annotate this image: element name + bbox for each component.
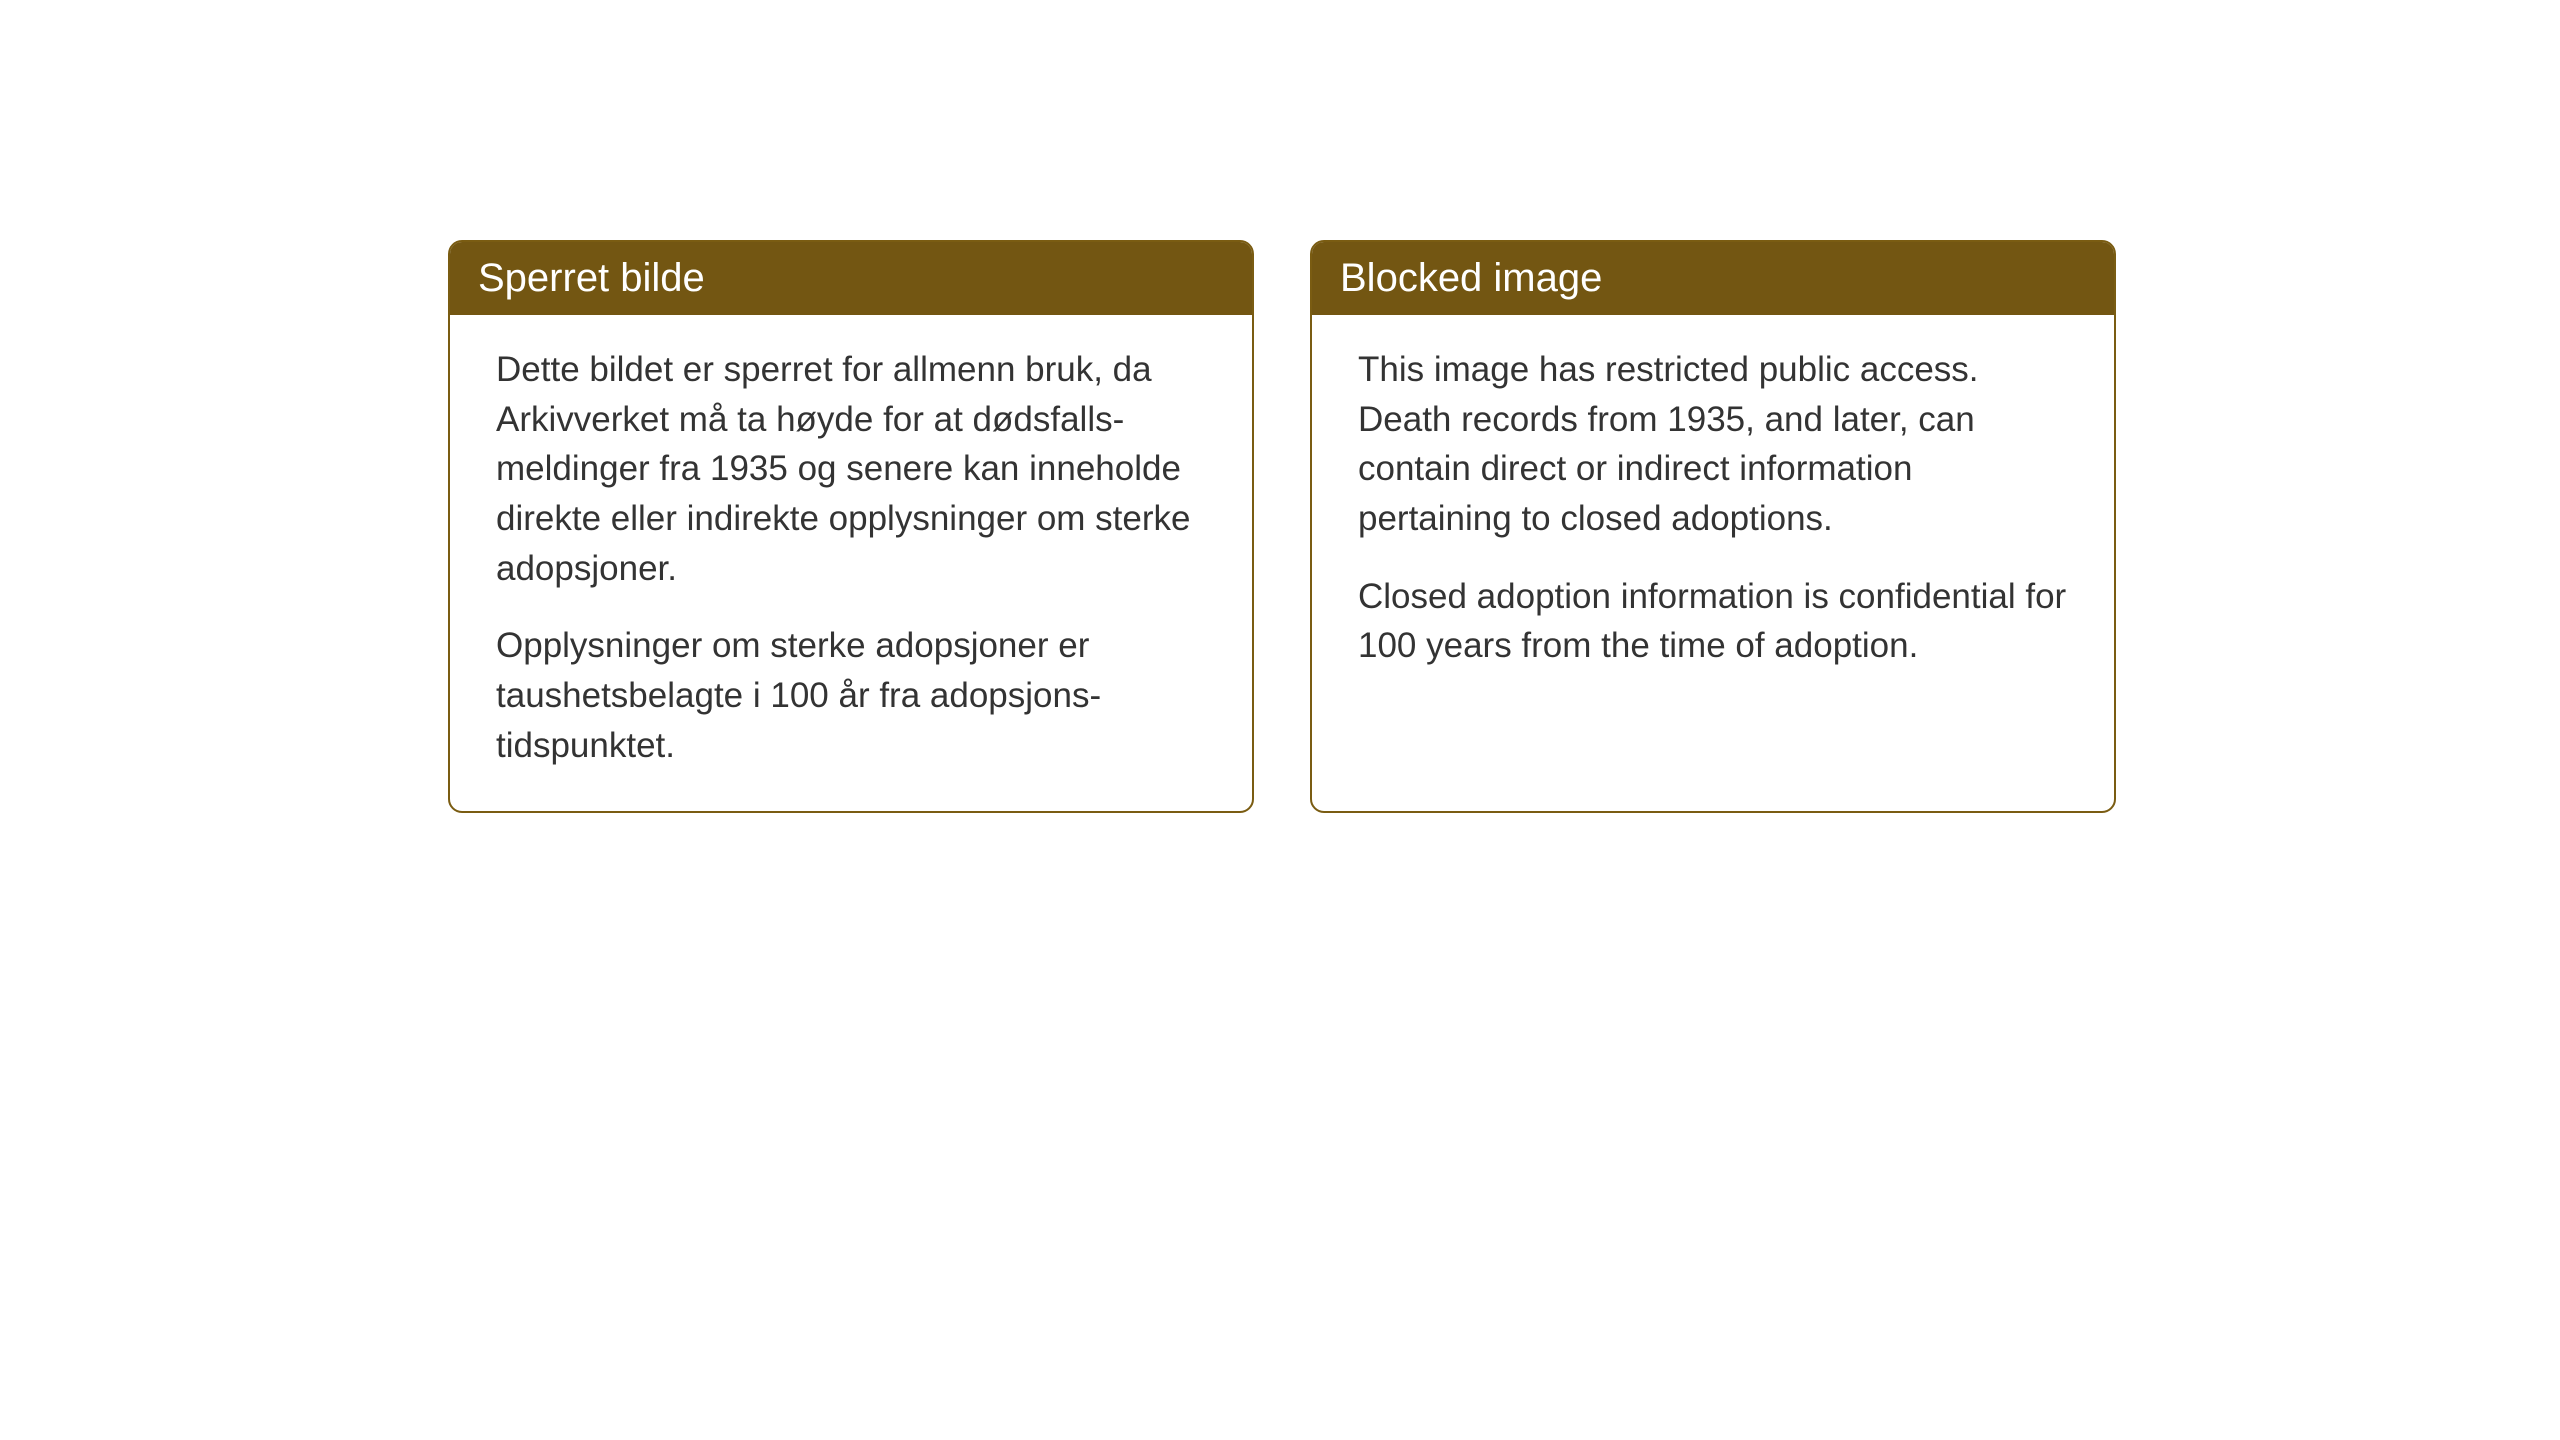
english-paragraph-1: This image has restricted public access.… <box>1358 345 2068 544</box>
norwegian-card-body: Dette bildet er sperret for allmenn bruk… <box>450 315 1252 811</box>
english-card-body: This image has restricted public access.… <box>1312 315 2114 711</box>
english-card-title: Blocked image <box>1312 242 2114 315</box>
english-notice-card: Blocked image This image has restricted … <box>1310 240 2116 813</box>
notice-cards-container: Sperret bilde Dette bildet er sperret fo… <box>448 240 2116 813</box>
english-paragraph-2: Closed adoption information is confident… <box>1358 572 2068 671</box>
norwegian-notice-card: Sperret bilde Dette bildet er sperret fo… <box>448 240 1254 813</box>
norwegian-paragraph-1: Dette bildet er sperret for allmenn bruk… <box>496 345 1206 593</box>
norwegian-paragraph-2: Opplysninger om sterke adopsjoner er tau… <box>496 621 1206 770</box>
norwegian-card-title: Sperret bilde <box>450 242 1252 315</box>
